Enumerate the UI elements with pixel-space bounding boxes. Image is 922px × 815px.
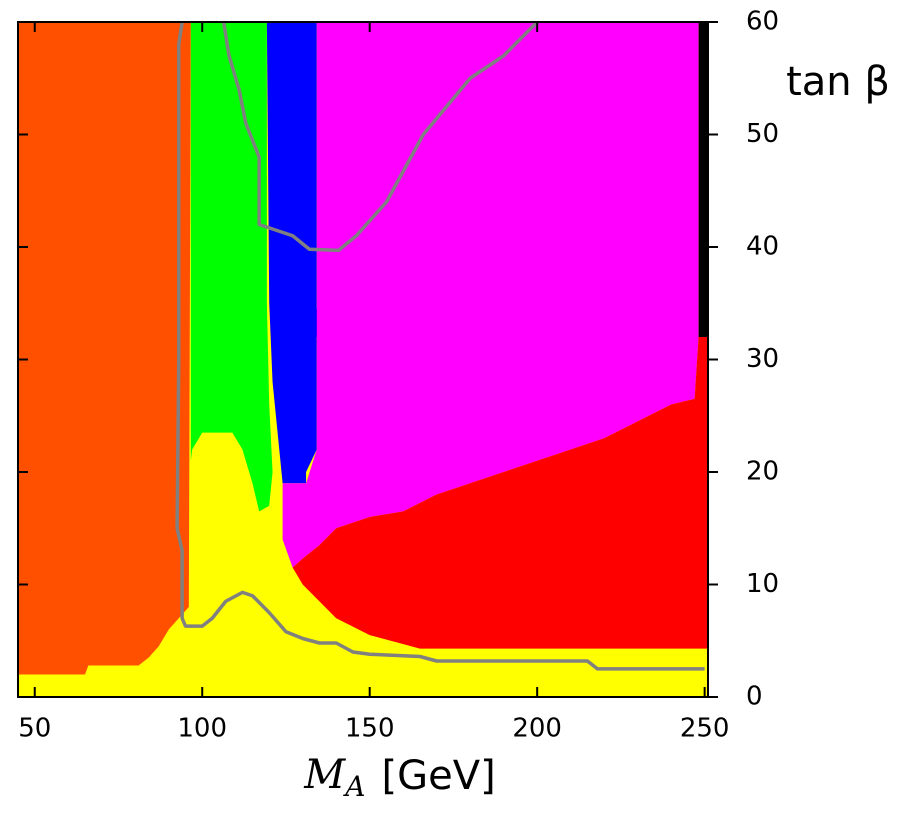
region [292,337,708,649]
y-tick-label: 0 [746,682,763,712]
y-tick-label: 40 [746,232,779,262]
y-tick-label: 20 [746,457,779,487]
region [190,22,273,512]
y-tick-label: 30 [746,344,779,374]
x-tick-label: 250 [680,714,730,744]
region [282,22,699,568]
contour-line [175,21,705,671]
x-label-symbol: M [303,752,346,798]
x-label-subscript: A [342,770,365,803]
region [266,22,324,484]
y-tick-label: 10 [746,569,779,599]
x-tick-label: 200 [512,714,562,744]
x-tick-label: 50 [18,714,51,744]
x-tick-label: 100 [177,714,227,744]
x-label-unit: [GeV] [382,753,496,799]
region [698,22,708,337]
y-axis-label: tan β [786,59,890,105]
contour-line [221,20,539,253]
region [18,22,191,675]
y-tick-label: 50 [746,119,779,149]
x-axis-label: MA [GeV] [303,752,495,803]
x-tick-label: 150 [345,714,395,744]
y-tick-label: 60 [746,7,779,37]
